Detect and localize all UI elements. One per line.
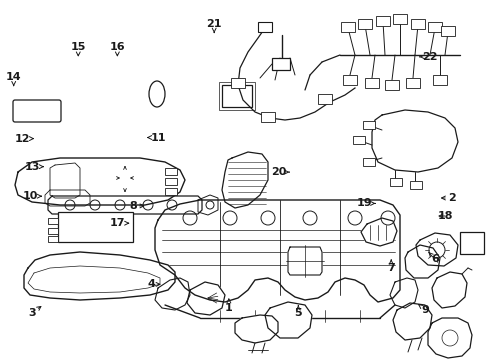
Text: 3: 3 [28,306,41,318]
Polygon shape [50,163,80,198]
Bar [271,58,289,70]
Bar [357,19,371,29]
Bar [48,228,58,234]
Text: 4: 4 [147,279,160,289]
Text: 16: 16 [109,42,125,56]
Bar [432,75,446,85]
Bar [375,16,389,26]
Polygon shape [371,110,457,172]
Bar [164,168,177,175]
Text: 18: 18 [436,211,452,221]
Polygon shape [24,252,175,300]
Bar [384,80,398,90]
Polygon shape [431,272,466,308]
Text: 13: 13 [24,162,43,172]
Polygon shape [155,200,399,302]
Bar [342,75,356,85]
Polygon shape [15,158,184,205]
Bar [440,26,454,36]
FancyBboxPatch shape [13,100,61,122]
Text: 12: 12 [15,134,33,144]
Text: 2: 2 [441,193,455,203]
Polygon shape [415,233,457,266]
Bar [222,85,251,107]
Polygon shape [186,282,224,315]
Bar [164,188,177,195]
Text: 21: 21 [206,19,222,32]
Polygon shape [28,266,160,293]
Polygon shape [48,196,202,214]
Bar [409,181,421,189]
Polygon shape [404,245,439,278]
Bar [362,158,374,166]
Bar [364,78,378,88]
Text: 17: 17 [109,218,128,228]
Bar [48,218,58,224]
Bar [258,22,271,32]
Polygon shape [427,318,471,358]
Bar [261,112,274,122]
Text: 14: 14 [6,72,21,86]
Bar [410,19,424,29]
Polygon shape [235,315,278,343]
Text: 15: 15 [70,42,86,56]
Bar [405,78,419,88]
Polygon shape [155,278,190,310]
Bar [459,232,483,254]
Polygon shape [287,247,321,275]
Bar [164,178,177,185]
Text: 10: 10 [22,191,41,201]
Bar [230,78,244,88]
Polygon shape [360,218,396,246]
Bar [352,136,364,144]
Polygon shape [389,278,417,308]
Bar [48,236,58,242]
Text: 6: 6 [427,252,438,264]
Polygon shape [264,302,311,338]
Text: 8: 8 [129,201,143,211]
Bar [362,121,374,129]
Ellipse shape [149,81,164,107]
Text: 7: 7 [386,260,394,273]
Bar [317,94,331,104]
Text: 19: 19 [356,198,374,208]
Text: 1: 1 [224,299,232,313]
Bar [340,22,354,32]
Bar [219,82,254,110]
Polygon shape [222,152,267,208]
Text: 20: 20 [270,167,288,177]
Bar [392,14,406,24]
Bar [427,22,441,32]
Polygon shape [392,303,431,340]
Text: 9: 9 [418,305,428,315]
Bar [389,178,401,186]
Text: 11: 11 [147,132,166,143]
Polygon shape [45,190,90,206]
Text: 5: 5 [294,305,302,318]
Bar [58,212,133,242]
Text: 22: 22 [419,52,437,62]
Polygon shape [198,195,218,215]
